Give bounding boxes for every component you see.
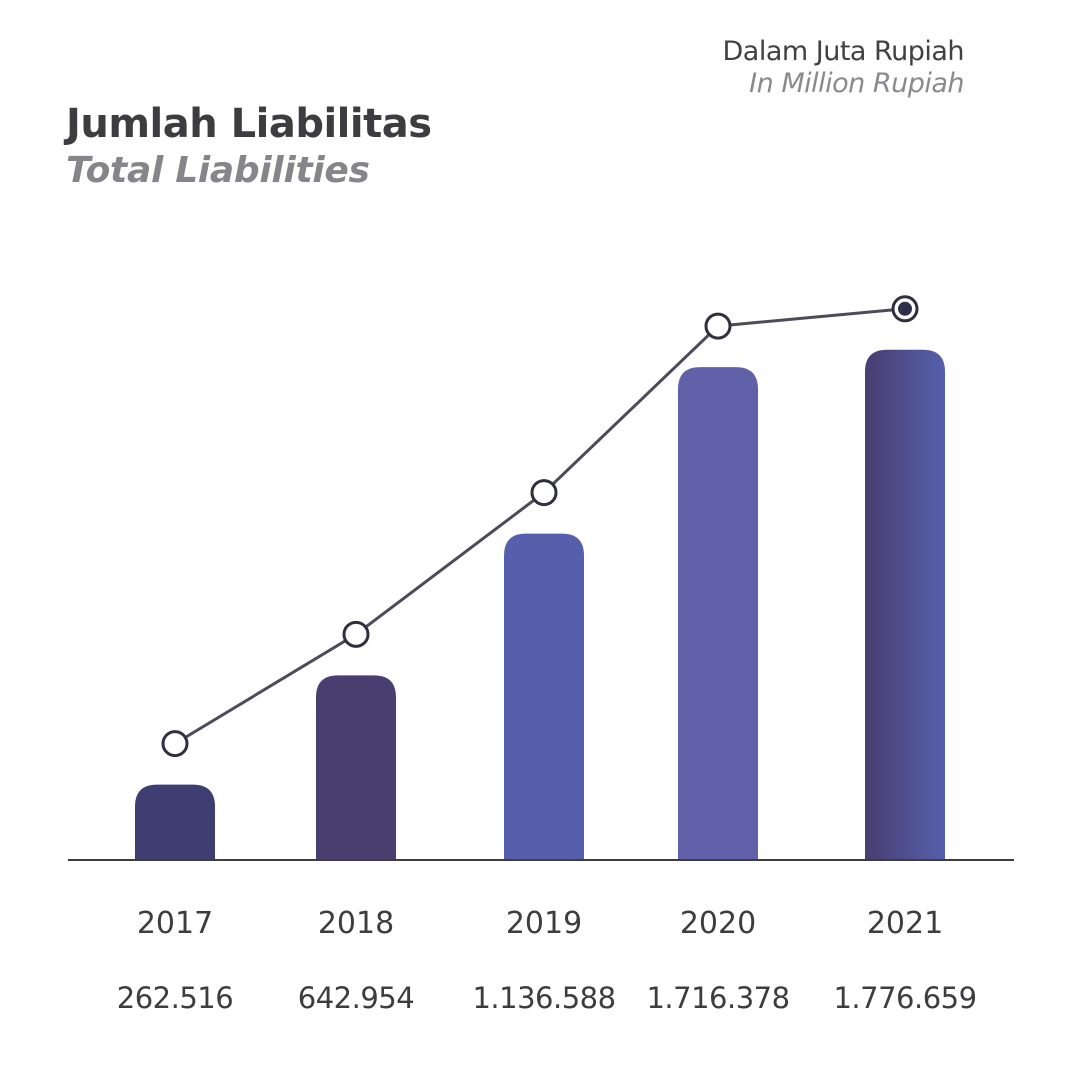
value-label-2020: 1.716.378: [646, 981, 789, 1015]
bar-2021: [865, 349, 945, 860]
line-point-2019: [530, 479, 558, 507]
unit-label-en: In Million Rupiah: [749, 68, 964, 99]
x-tick-2021: 2021: [867, 906, 943, 941]
bar-2020: [678, 367, 758, 860]
value-label-2018: 642.954: [298, 981, 414, 1015]
chart-subtitle: Total Liabilities: [66, 150, 370, 191]
bar-2017: [135, 784, 215, 860]
chart-title: Jumlah Liabilitas: [66, 101, 432, 147]
value-label-2017: 262.516: [117, 981, 233, 1015]
unit-block: Dalam Juta Rupiah In Million Rupiah: [722, 36, 964, 100]
bar-2018: [316, 675, 396, 860]
unit-label-id: Dalam Juta Rupiah: [722, 36, 964, 67]
line-point-marker-2021: [898, 301, 912, 316]
line-point-2020: [704, 312, 732, 340]
x-tick-2018: 2018: [318, 906, 394, 941]
x-tick-2019: 2019: [506, 906, 582, 941]
x-tick-2020: 2020: [680, 906, 756, 941]
bar-2019: [504, 533, 584, 860]
value-label-2019: 1.136.588: [472, 981, 615, 1015]
title-block: Jumlah Liabilitas Total Liabilities: [66, 100, 432, 194]
line-point-2017: [161, 730, 189, 758]
line-point-2018: [342, 620, 370, 648]
value-label-2021: 1.776.659: [833, 981, 976, 1015]
x-tick-2017: 2017: [137, 906, 213, 941]
